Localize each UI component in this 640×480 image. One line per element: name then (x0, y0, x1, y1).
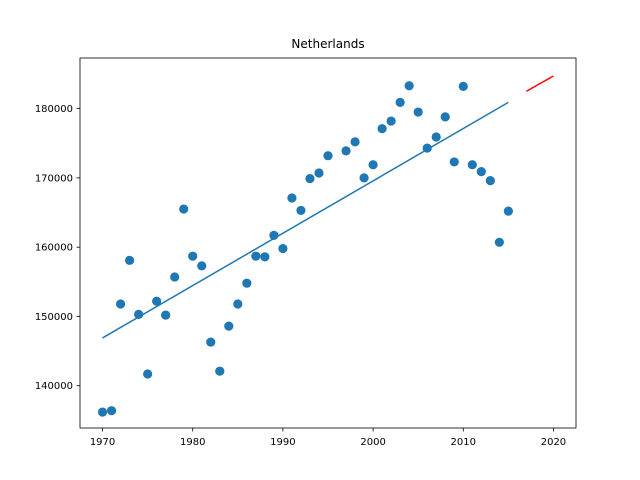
data-point (161, 310, 171, 320)
data-point (242, 278, 252, 288)
data-point (134, 309, 144, 319)
x-tick-label: 2020 (541, 437, 566, 448)
data-point (449, 157, 459, 167)
data-point (125, 255, 135, 265)
data-point (350, 137, 360, 147)
scatter-series (97, 81, 513, 417)
data-point (278, 243, 288, 254)
x-tick-label: 2010 (451, 437, 476, 448)
x-tick-label: 1980 (180, 437, 205, 448)
y-tick-label: 160000 (35, 243, 73, 254)
data-point (197, 261, 207, 271)
data-point (431, 132, 441, 142)
x-axis: 1970 1980 1990 2000 2010 2020 (90, 428, 566, 448)
data-point (440, 112, 450, 122)
x-tick-label: 1970 (90, 437, 115, 448)
data-point (206, 337, 216, 347)
x-tick-label: 1990 (270, 437, 295, 448)
data-point (377, 124, 387, 134)
data-point (476, 167, 486, 177)
y-tick-label: 170000 (35, 173, 73, 184)
data-point (179, 204, 189, 214)
y-tick-label: 140000 (35, 381, 73, 392)
y-axis: 140000 150000 160000 170000 180000 (35, 104, 80, 392)
data-point (251, 251, 261, 261)
data-point (97, 407, 108, 417)
data-point (314, 168, 324, 178)
chart-title: Netherlands (291, 37, 364, 51)
data-point (494, 237, 504, 247)
data-point (233, 299, 243, 309)
data-point (485, 176, 495, 186)
data-point (341, 146, 351, 156)
data-point (287, 193, 297, 203)
y-tick-label: 180000 (35, 104, 73, 115)
line-series (102, 75, 554, 339)
data-point (296, 205, 306, 216)
data-point (170, 272, 180, 282)
data-point (224, 321, 234, 331)
data-point (368, 160, 378, 170)
data-point (215, 366, 225, 376)
y-tick-label: 150000 (35, 312, 73, 323)
forecast-line (526, 75, 554, 92)
data-point (143, 369, 153, 379)
x-tick-label: 2000 (360, 437, 385, 448)
data-point (323, 151, 333, 161)
data-point (395, 97, 405, 107)
data-point (458, 81, 468, 92)
data-point (404, 81, 414, 91)
data-point (503, 206, 513, 216)
trend-line (102, 101, 509, 339)
data-point (188, 251, 198, 261)
data-point (386, 116, 396, 126)
data-point (467, 160, 477, 170)
data-point (413, 107, 423, 117)
plot-frame (79, 57, 577, 429)
data-point (305, 173, 315, 184)
data-point (106, 406, 117, 416)
data-point (152, 296, 162, 306)
data-point (260, 252, 270, 262)
data-point (359, 173, 369, 183)
data-point (115, 299, 126, 309)
